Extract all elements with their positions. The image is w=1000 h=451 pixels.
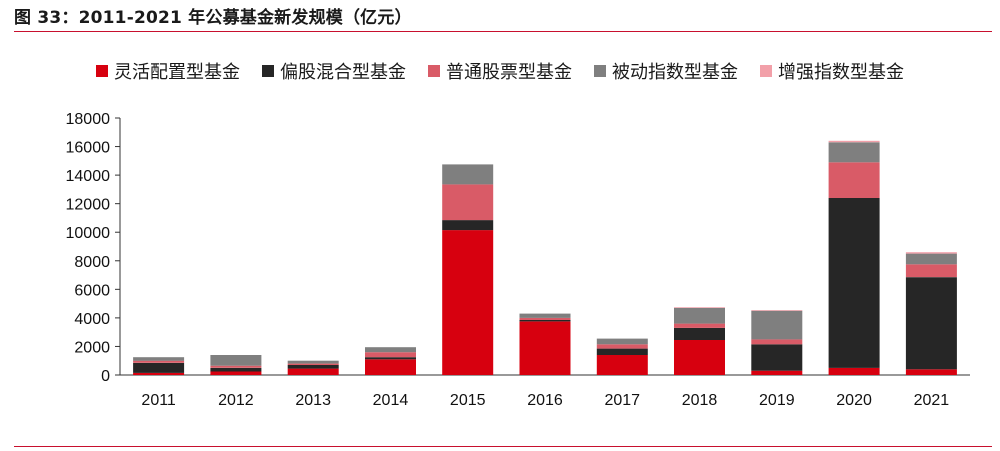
- legend-item: 普通股票型基金: [428, 58, 572, 84]
- bar-segment: [210, 365, 262, 368]
- x-tick-label: 2020: [836, 392, 872, 409]
- legend-swatch: [96, 65, 108, 77]
- bar-segment: [287, 360, 339, 364]
- bar-segment: [828, 162, 880, 198]
- bar-segment: [442, 164, 494, 185]
- bar-segment: [365, 357, 416, 360]
- y-tick-label: 6000: [74, 282, 110, 299]
- bar-segment: [365, 352, 416, 358]
- bar-segment: [828, 142, 880, 163]
- bar-segment: [442, 230, 494, 375]
- bar-segment: [596, 344, 648, 349]
- legend-swatch: [594, 65, 606, 77]
- legend-label: 增强指数型基金: [778, 62, 904, 83]
- chart-legend: 灵活配置型基金 偏股混合型基金 普通股票型基金 被动指数型基金 增强指数型基金: [0, 58, 1000, 84]
- x-tick-label: 2014: [373, 392, 409, 409]
- bar-segment: [287, 368, 339, 375]
- y-tick-label: 10000: [66, 225, 111, 242]
- x-tick-label: 2012: [218, 392, 254, 409]
- x-tick-label: 2018: [682, 392, 718, 409]
- bar-segment: [828, 140, 880, 143]
- x-tick-label: 2011: [141, 392, 176, 409]
- y-tick-label: 14000: [66, 168, 111, 185]
- legend-item: 灵活配置型基金: [96, 58, 240, 84]
- legend-label: 普通股票型基金: [446, 62, 572, 83]
- bar-segment: [519, 313, 571, 318]
- bar-segment: [905, 253, 957, 265]
- bar-segment: [905, 369, 957, 375]
- x-tick-label: 2016: [527, 392, 563, 409]
- bar-segment: [519, 320, 571, 322]
- y-tick-label: 4000: [74, 311, 110, 328]
- bar-segment: [751, 310, 803, 311]
- bar-segment: [596, 348, 648, 355]
- legend-item: 被动指数型基金: [594, 58, 738, 84]
- legend-item: 增强指数型基金: [760, 58, 904, 84]
- bar-segment: [210, 367, 262, 372]
- bar-segment: [133, 360, 185, 363]
- y-tick-label: 18000: [66, 111, 111, 128]
- y-tick-label: 12000: [66, 197, 111, 214]
- bar-segment: [596, 338, 648, 345]
- bottom-divider: [14, 446, 992, 447]
- bar-segment: [442, 220, 494, 231]
- bar-segment: [519, 321, 571, 375]
- bar-segment: [287, 365, 339, 369]
- y-tick-label: 8000: [74, 254, 110, 271]
- figure-title: 图 33：2011-2021 年公募基金新发规模（亿元）: [14, 8, 412, 28]
- bar-segment: [905, 277, 957, 370]
- bar-segment: [210, 371, 262, 375]
- x-tick-label: 2013: [295, 392, 331, 409]
- legend-item: 偏股混合型基金: [262, 58, 406, 84]
- legend-label: 偏股混合型基金: [280, 62, 406, 83]
- bar-segment: [596, 355, 648, 375]
- x-tick-label: 2019: [759, 392, 795, 409]
- y-tick-label: 16000: [66, 140, 111, 157]
- bar-segment: [674, 327, 725, 340]
- bar-segment: [674, 323, 725, 328]
- bar-segment: [133, 362, 185, 373]
- bar-segment: [828, 367, 880, 375]
- x-tick-label: 2015: [450, 392, 486, 409]
- legend-swatch: [262, 65, 274, 77]
- bar-segment: [133, 357, 185, 361]
- y-tick-label: 0: [101, 368, 110, 385]
- bar-segment: [751, 370, 803, 375]
- y-tick-label: 2000: [74, 339, 110, 356]
- bar-segment: [674, 307, 725, 308]
- bar-segment: [828, 198, 880, 368]
- bar-segment: [674, 307, 725, 324]
- x-tick-label: 2021: [914, 392, 950, 409]
- bar-segment: [365, 359, 416, 375]
- legend-label: 灵活配置型基金: [114, 62, 240, 83]
- bar-segment: [905, 252, 957, 254]
- legend-label: 被动指数型基金: [612, 62, 738, 83]
- top-divider: [14, 31, 992, 32]
- legend-swatch: [428, 65, 440, 77]
- bar-segment: [365, 347, 416, 353]
- bar-segment: [674, 340, 725, 375]
- bar-segment: [751, 339, 803, 345]
- legend-swatch: [760, 65, 772, 77]
- bar-segment: [751, 344, 803, 371]
- bar-segment: [442, 184, 494, 221]
- bar-segment: [519, 317, 571, 320]
- bar-segment: [751, 310, 803, 340]
- bar-segment: [287, 363, 339, 365]
- bar-segment: [210, 355, 262, 366]
- bar-segment: [133, 372, 185, 375]
- bar-segment: [905, 264, 957, 278]
- x-tick-label: 2017: [604, 392, 640, 409]
